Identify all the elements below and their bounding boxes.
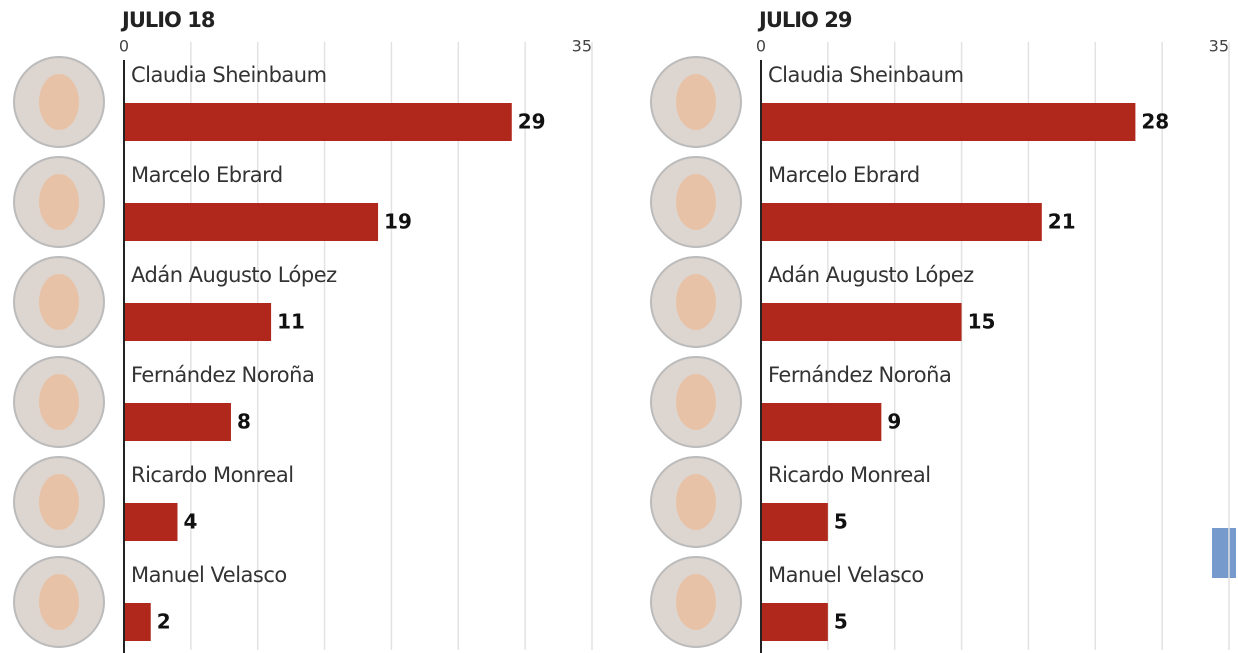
photo-face [676,274,716,330]
candidate-name: Fernández Noroña [768,363,951,387]
candidate-name: Manuel Velasco [131,563,287,587]
photo-face [676,574,716,630]
value-label: 5 [834,610,848,634]
value-label: 4 [183,510,197,534]
candidate-name: Ricardo Monreal [131,463,294,487]
value-label: 8 [237,410,251,434]
x-tick-label: 0 [756,37,766,56]
bar [125,103,512,141]
candidate-name: Fernández Noroña [131,363,314,387]
bar [762,203,1042,241]
candidate-name: Marcelo Ebrard [131,163,283,187]
logo [1212,528,1236,578]
value-label: 2 [157,610,171,634]
photo-face [39,474,79,530]
photo-face [39,374,79,430]
photo-face [39,74,79,130]
value-label: 5 [834,510,848,534]
photo-face [676,74,716,130]
candidate-name: Adán Augusto López [131,263,337,287]
chart-title: JULIO 18 [120,8,215,32]
candidate-name: Claudia Sheinbaum [768,63,964,87]
x-tick-label: 35 [572,37,592,56]
value-label: 19 [384,210,412,234]
bar [762,503,828,541]
photo-face [39,274,79,330]
bar [762,303,962,341]
photo-face [39,174,79,230]
candidate-name: Adán Augusto López [768,263,974,287]
bar [125,403,231,441]
bar [762,103,1136,141]
value-label: 29 [518,110,546,134]
chart: JULIO 29 0 35 Claudia Sheinbaum 28 Marcelo Eb… [650,8,1230,653]
photo-face [676,374,716,430]
photo-face [676,474,716,530]
photo-face [676,174,716,230]
bar [125,603,151,641]
candidate-name: Ricardo Monreal [768,463,931,487]
bar [762,403,882,441]
chart-title: JULIO 29 [757,8,852,32]
value-label: 15 [968,310,996,334]
bar [125,503,178,541]
chart: JULIO 18 0 35 Claudia Sheinbaum 29 Marcelo Eb… [13,8,593,653]
candidate-name: Claudia Sheinbaum [131,63,327,87]
photo-face [39,574,79,630]
value-label: 28 [1141,110,1169,134]
value-label: 21 [1048,210,1076,234]
value-label: 9 [887,410,901,434]
x-tick-label: 0 [119,37,129,56]
x-tick-label: 35 [1209,37,1229,56]
bar [125,203,379,241]
bar [125,303,272,341]
candidate-name: Manuel Velasco [768,563,924,587]
value-label: 11 [277,310,305,334]
bar [762,603,828,641]
candidate-name: Marcelo Ebrard [768,163,920,187]
